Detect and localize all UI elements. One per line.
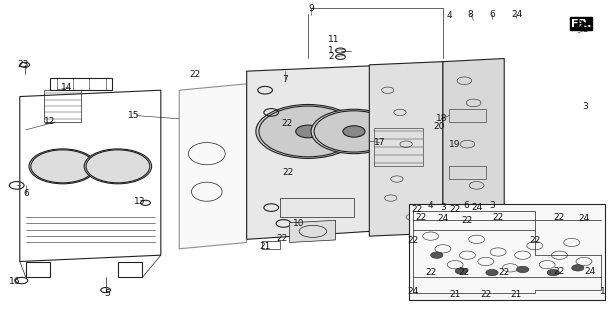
Bar — [118, 261, 142, 277]
Text: 22: 22 — [416, 212, 427, 222]
Polygon shape — [290, 220, 336, 243]
Polygon shape — [179, 84, 246, 249]
Bar — [262, 241, 280, 249]
Text: 22: 22 — [554, 267, 565, 276]
Circle shape — [547, 269, 559, 276]
FancyBboxPatch shape — [409, 204, 606, 300]
Circle shape — [84, 149, 152, 184]
Text: 12: 12 — [44, 117, 55, 126]
Bar — [44, 90, 81, 122]
Text: 22: 22 — [277, 234, 288, 243]
Text: 3: 3 — [582, 101, 588, 111]
Text: 15: 15 — [128, 111, 139, 120]
Text: 14: 14 — [62, 83, 73, 92]
Text: 6: 6 — [463, 202, 469, 211]
Circle shape — [311, 109, 397, 154]
Bar — [280, 198, 354, 217]
Circle shape — [455, 268, 468, 274]
Text: 24: 24 — [408, 287, 419, 296]
Text: 20: 20 — [434, 122, 445, 131]
Text: 21: 21 — [450, 290, 461, 299]
Text: 22: 22 — [462, 216, 473, 225]
Circle shape — [29, 149, 97, 184]
Text: 4: 4 — [428, 202, 434, 211]
Bar — [449, 109, 486, 122]
Circle shape — [486, 269, 498, 276]
Text: 3: 3 — [440, 203, 446, 212]
Bar — [51, 77, 111, 90]
Polygon shape — [246, 65, 394, 239]
Text: 22: 22 — [554, 212, 565, 222]
Text: 22: 22 — [450, 205, 461, 214]
Text: 4: 4 — [446, 11, 452, 20]
Text: 21: 21 — [259, 242, 271, 251]
Text: 6: 6 — [23, 189, 29, 198]
Text: 22: 22 — [281, 119, 292, 128]
Circle shape — [431, 252, 443, 258]
Text: 22: 22 — [459, 268, 470, 277]
Text: 22: 22 — [283, 168, 294, 177]
Text: 24: 24 — [578, 214, 590, 223]
Text: 8: 8 — [468, 10, 473, 19]
Bar — [26, 261, 51, 277]
Text: 3: 3 — [489, 202, 495, 211]
Text: 1: 1 — [328, 46, 334, 55]
Text: 22: 22 — [498, 268, 510, 277]
Text: 17: 17 — [374, 138, 386, 147]
Text: 23: 23 — [18, 60, 29, 69]
Circle shape — [296, 125, 320, 138]
Bar — [374, 128, 423, 166]
Text: 2: 2 — [328, 52, 333, 61]
Text: 24: 24 — [471, 203, 482, 212]
Text: 22: 22 — [408, 236, 419, 245]
Text: 22: 22 — [189, 70, 200, 79]
Text: 22: 22 — [480, 290, 492, 299]
Text: 10: 10 — [293, 219, 304, 228]
Text: 1: 1 — [599, 287, 606, 296]
Text: 11: 11 — [328, 35, 339, 44]
Text: FR.: FR. — [570, 19, 591, 28]
Bar — [449, 166, 486, 179]
Text: 18: 18 — [436, 114, 447, 123]
Polygon shape — [443, 59, 505, 243]
Text: 13: 13 — [134, 197, 146, 206]
Text: 22: 22 — [411, 205, 422, 214]
Text: 16: 16 — [9, 277, 20, 286]
Text: 5: 5 — [105, 289, 110, 298]
Circle shape — [572, 265, 584, 271]
Text: 24: 24 — [511, 10, 522, 19]
Text: 3: 3 — [582, 25, 588, 35]
Text: 6: 6 — [489, 10, 495, 19]
Text: 24: 24 — [437, 214, 448, 223]
Text: 22: 22 — [492, 212, 504, 222]
Text: 9: 9 — [308, 4, 314, 13]
Text: 19: 19 — [450, 140, 461, 148]
Circle shape — [516, 266, 529, 273]
Text: 22: 22 — [425, 268, 436, 277]
Text: 7: 7 — [282, 75, 288, 84]
Polygon shape — [370, 62, 443, 236]
Text: 22: 22 — [529, 236, 540, 245]
Circle shape — [343, 126, 365, 137]
Circle shape — [256, 105, 360, 158]
Text: 21: 21 — [511, 290, 522, 299]
Text: 24: 24 — [585, 267, 596, 276]
